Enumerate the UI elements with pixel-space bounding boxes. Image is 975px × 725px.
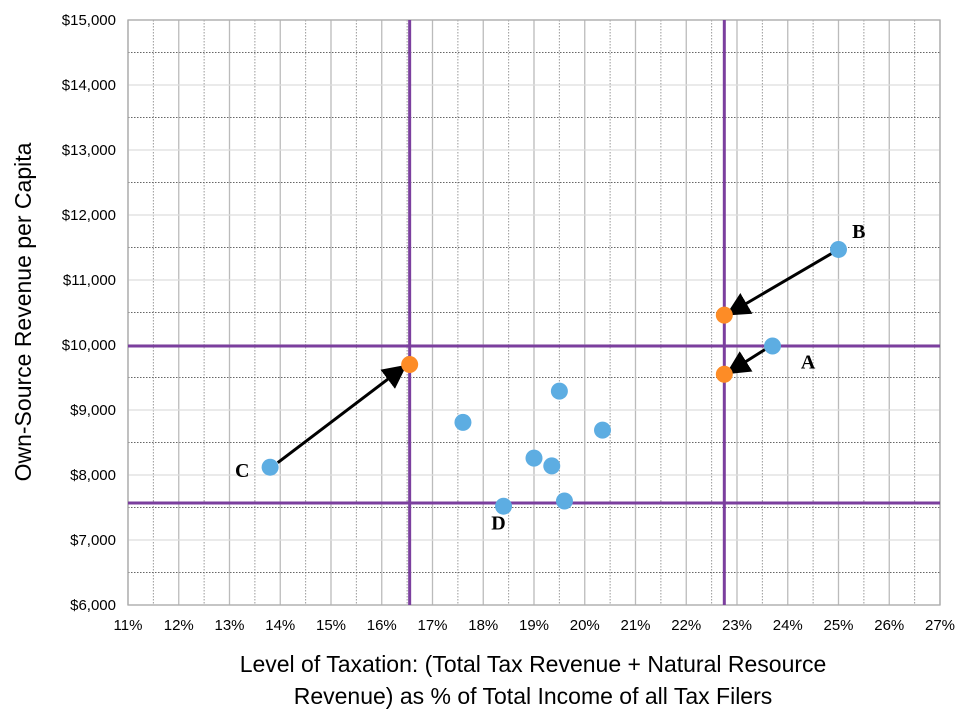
y-tick-label: $7,000 — [70, 532, 116, 549]
y-tick-label: $13,000 — [62, 142, 116, 159]
x-tick-label: 21% — [620, 617, 650, 634]
y-tick-label: $6,000 — [70, 597, 116, 614]
blue-data-point — [594, 421, 612, 439]
data-points — [261, 240, 847, 515]
x-tick-label: 13% — [214, 617, 244, 634]
x-tick-label: 22% — [671, 617, 701, 634]
x-axis-title-line-1: Level of Taxation: (Total Tax Revenue + … — [240, 651, 827, 677]
blue-data-point — [830, 240, 847, 258]
arrow-b — [725, 248, 840, 316]
x-tick-label: 20% — [570, 617, 600, 634]
x-tick-label: 23% — [722, 617, 752, 634]
blue-data-point — [525, 449, 543, 467]
grid — [127, 19, 941, 606]
x-tick-label: 17% — [417, 617, 447, 634]
x-axis-title-line-2: Revenue) as % of Total Income of all Tax… — [294, 683, 773, 709]
x-tick-label: 14% — [265, 617, 295, 634]
y-tick-label: $12,000 — [62, 207, 116, 224]
orange-data-point — [715, 365, 733, 383]
y-tick-label: $8,000 — [70, 467, 116, 484]
y-tick-label: $9,000 — [70, 402, 116, 419]
x-tick-label: 27% — [925, 617, 955, 634]
orange-data-point — [715, 306, 733, 324]
x-tick-label: 24% — [773, 617, 803, 634]
y-tick-label: $14,000 — [62, 77, 116, 94]
y-axis-title: Own-Source Revenue per Capita — [10, 142, 36, 481]
x-tick-label: 15% — [316, 617, 346, 634]
blue-data-point — [550, 382, 568, 400]
y-tick-labels: $6,000 $7,000 $8,000 $9,000 $10,000 $11,000 $1… — [62, 12, 116, 614]
y-tick-label: $15,000 — [62, 12, 116, 29]
arrow-a — [725, 348, 766, 375]
annotation-label-c: C — [235, 460, 249, 482]
x-tick-label: 18% — [468, 617, 498, 634]
blue-data-point — [543, 457, 561, 475]
annotations: A B C D — [235, 221, 866, 535]
x-tick-label: 19% — [519, 617, 549, 634]
x-tick-label: 12% — [164, 617, 194, 634]
arrows — [276, 248, 840, 464]
x-tick-label: 11% — [114, 617, 143, 634]
annotation-label-d: D — [491, 513, 505, 535]
blue-data-point — [454, 413, 472, 431]
x-tick-label: 25% — [823, 617, 853, 634]
blue-data-point — [764, 337, 782, 355]
x-tick-label: 16% — [367, 617, 397, 634]
y-tick-label: $10,000 — [62, 337, 116, 354]
blue-data-point — [261, 458, 279, 476]
orange-data-point — [401, 356, 419, 373]
annotation-label-b: B — [852, 221, 865, 243]
plot-border — [127, 19, 941, 606]
x-tick-label: 26% — [874, 617, 904, 634]
annotation-label-a: A — [801, 351, 816, 373]
blue-data-point — [555, 492, 573, 510]
y-tick-label: $11,000 — [63, 272, 116, 289]
x-tick-labels: 11% 12% 13% 14% 15% 16% 17% 18% 19% 20% 21% 22% 23% 2… — [114, 617, 955, 634]
blue-data-point — [495, 497, 513, 515]
arrow-c — [276, 364, 407, 464]
